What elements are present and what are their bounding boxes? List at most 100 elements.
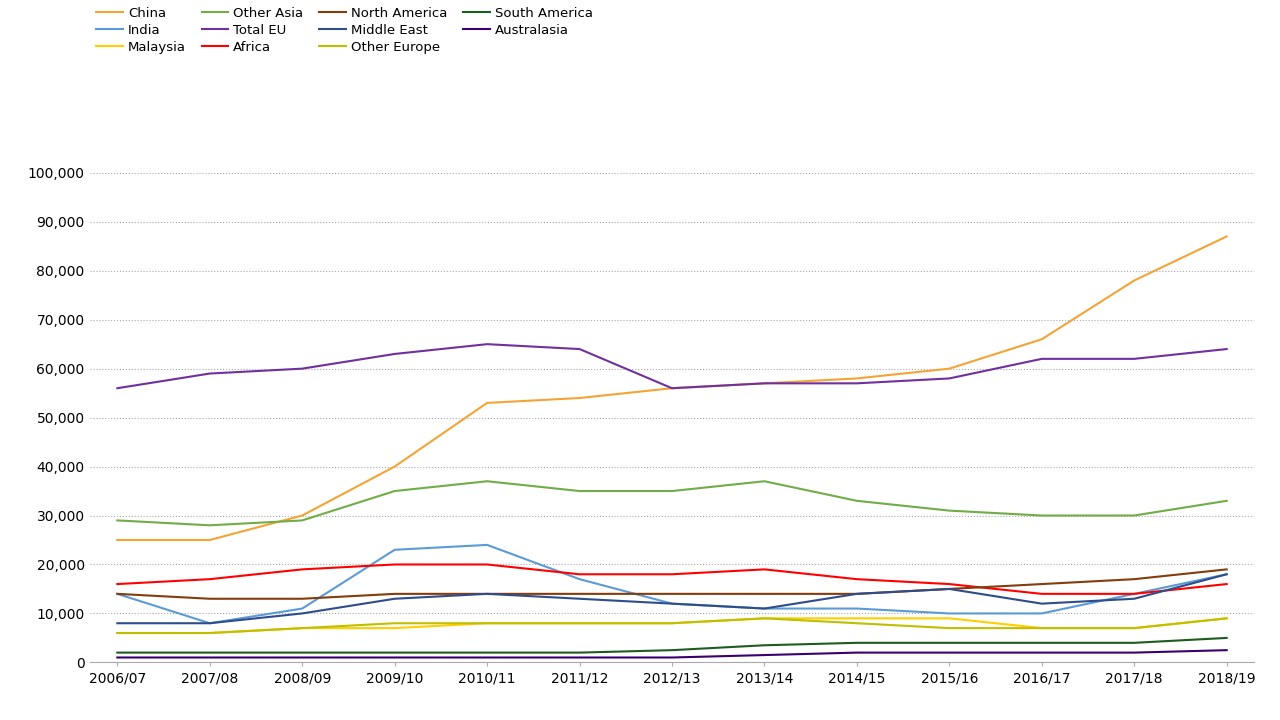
Malaysia [942,614,957,623]
Africa [387,560,402,569]
India [202,619,218,628]
Middle East [294,609,310,618]
Other Europe [1034,624,1050,632]
Other Asia [942,506,957,515]
Middle East [849,590,864,598]
Line: Africa: Africa [118,564,1226,594]
Other Europe [572,619,588,628]
China [294,511,310,520]
Malaysia [110,629,125,637]
Other Europe [387,619,402,628]
South America [664,646,680,654]
North America [756,590,772,598]
North America [387,590,402,598]
Malaysia [480,619,495,628]
Africa [202,575,218,583]
South America [110,648,125,657]
Line: Malaysia: Malaysia [118,618,1226,633]
Line: South America: South America [118,638,1226,652]
India [1034,609,1050,618]
Other Asia [1126,511,1142,520]
South America [942,639,957,647]
China [572,394,588,402]
Australasia [756,651,772,660]
Australasia [1219,646,1234,654]
Other Europe [110,629,125,637]
Other Asia [480,477,495,485]
India [942,609,957,618]
Other Europe [849,619,864,628]
Malaysia [572,619,588,628]
South America [849,639,864,647]
Australasia [942,648,957,657]
Other Europe [942,624,957,632]
Total EU [1126,354,1142,363]
Other Europe [1126,624,1142,632]
Middle East [387,595,402,603]
Other Europe [202,629,218,637]
China [202,536,218,544]
North America [942,585,957,593]
Other Asia [1034,511,1050,520]
Africa [480,560,495,569]
South America [294,648,310,657]
North America [572,590,588,598]
Total EU [387,350,402,359]
North America [1219,565,1234,574]
China [664,384,680,392]
North America [664,590,680,598]
Middle East [1126,595,1142,603]
North America [294,595,310,603]
Africa [572,570,588,579]
South America [1126,639,1142,647]
India [1219,570,1234,579]
Malaysia [756,614,772,623]
Malaysia [849,614,864,623]
Line: Other Asia: Other Asia [118,481,1226,526]
Australasia [202,653,218,662]
Africa [110,580,125,588]
Australasia [110,653,125,662]
South America [480,648,495,657]
Line: Australasia: Australasia [118,650,1226,657]
China [110,536,125,544]
Total EU [480,340,495,348]
Line: Other Europe: Other Europe [118,618,1226,633]
India [480,541,495,549]
Other Europe [1219,614,1234,623]
Line: China: China [118,236,1226,540]
South America [756,641,772,649]
Total EU [202,369,218,378]
Australasia [294,653,310,662]
Total EU [1219,345,1234,354]
India [387,546,402,554]
Malaysia [1219,614,1234,623]
China [387,462,402,471]
Africa [756,565,772,574]
Malaysia [294,624,310,632]
Africa [849,575,864,583]
Other Europe [756,614,772,623]
Total EU [1034,354,1050,363]
India [756,604,772,613]
India [294,604,310,613]
Total EU [294,364,310,373]
Middle East [572,595,588,603]
China [756,379,772,387]
North America [849,590,864,598]
India [849,604,864,613]
Malaysia [1126,624,1142,632]
Africa [1126,590,1142,598]
Other Asia [387,487,402,495]
South America [202,648,218,657]
China [480,399,495,408]
Australasia [480,653,495,662]
Africa [294,565,310,574]
India [1126,590,1142,598]
Other Asia [849,497,864,505]
Middle East [110,619,125,628]
Middle East [664,599,680,608]
Malaysia [387,624,402,632]
Other Europe [294,624,310,632]
India [572,575,588,583]
